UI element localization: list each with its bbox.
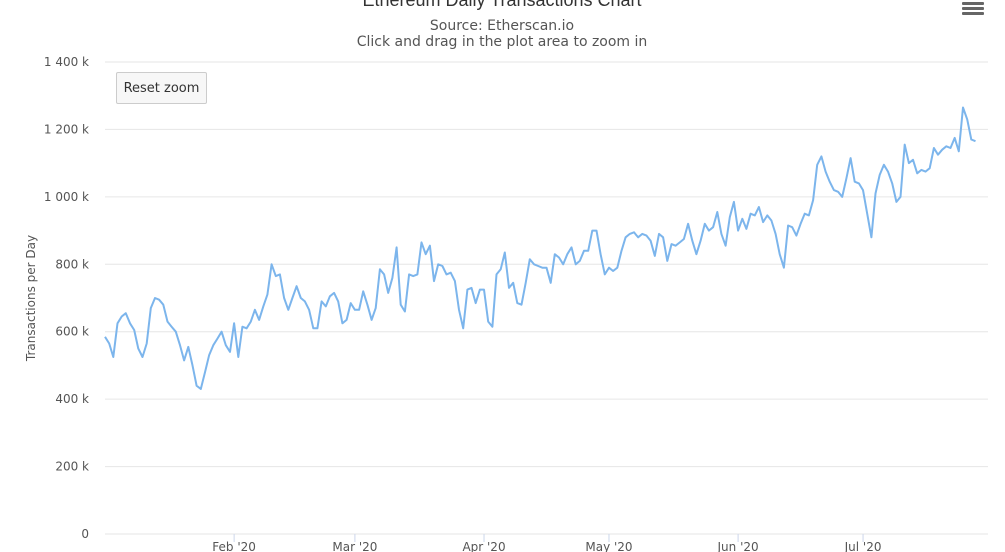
y-tick-label: 800 k bbox=[55, 257, 89, 271]
menu-bar-top bbox=[962, 2, 984, 5]
y-tick-label: 400 k bbox=[55, 392, 89, 406]
x-tick-label: Jul '20 bbox=[844, 540, 882, 552]
chart-zoom-instruction: Click and drag in the plot area to zoom … bbox=[357, 34, 648, 50]
chart-subtitle: Source: Etherscan.io bbox=[430, 18, 574, 34]
x-tick-label: Mar '20 bbox=[332, 540, 377, 552]
series-line-0[interactable] bbox=[104, 106, 976, 390]
series-layer[interactable] bbox=[104, 106, 976, 390]
y-tick-label: 1 400 k bbox=[44, 55, 89, 69]
x-tick-label: Jun '20 bbox=[717, 540, 759, 552]
x-tick-label: Feb '20 bbox=[212, 540, 256, 552]
x-tick-label: Apr '20 bbox=[462, 540, 505, 552]
y-tick-label: 0 bbox=[81, 527, 89, 541]
x-axis-tick-labels: Feb '20 Mar '20 Apr '20 May '20 Jun '20 Jul '… bbox=[212, 534, 881, 552]
y-axis-label: Transactions per Day bbox=[24, 235, 38, 362]
y-tick-label: 1 000 k bbox=[44, 190, 89, 204]
reset-zoom-button[interactable]: Reset zoom bbox=[116, 72, 207, 104]
hamburger-menu-icon[interactable] bbox=[962, 0, 984, 15]
x-tick-label: May '20 bbox=[585, 540, 632, 552]
menu-bar-middle bbox=[962, 7, 984, 10]
menu-bar-bottom bbox=[962, 12, 984, 15]
chart-title: Ethereum Daily Transactions Chart bbox=[362, 0, 641, 10]
y-tick-label: 200 k bbox=[55, 460, 89, 474]
y-tick-label: 1 200 k bbox=[44, 122, 89, 136]
y-tick-label: 600 k bbox=[55, 325, 89, 339]
y-axis-tick-labels: 0 200 k 400 k 600 k 800 k 1 000 k 1 200 k 1 400… bbox=[44, 55, 89, 541]
grid-lines bbox=[105, 61, 988, 535]
